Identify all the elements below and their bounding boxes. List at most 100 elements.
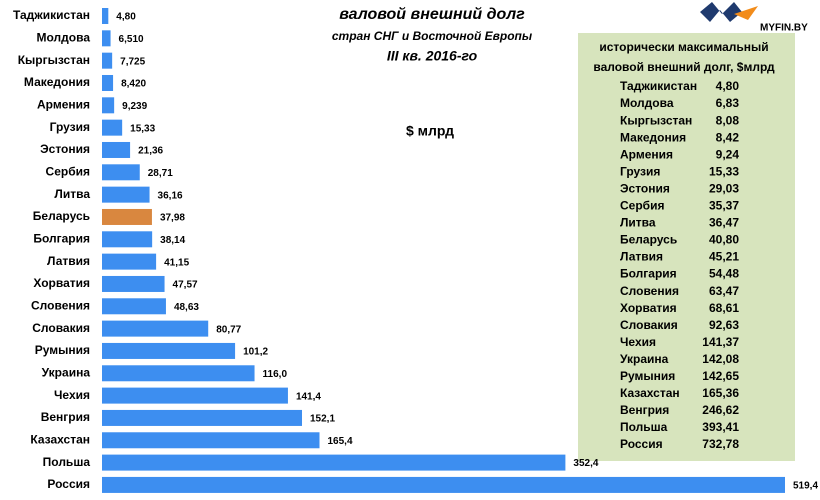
y-tick-label: Кыргызстан	[18, 53, 90, 67]
logo-text: MYFIN.BY	[760, 23, 808, 34]
chart-subtitle: стран СНГ и Восточной Европы	[332, 29, 533, 43]
table-cell: 6,83	[716, 96, 740, 110]
value-label: 116,0	[263, 369, 288, 380]
bar	[102, 275, 165, 292]
table-cell: 165,36	[702, 386, 739, 400]
table-cell: 732,78	[702, 437, 739, 451]
table-cell: 9,24	[716, 147, 740, 161]
y-tick-label: Беларусь	[33, 209, 90, 223]
table-header: валовой внешний долг, $млрд	[593, 60, 775, 74]
y-tick-label: Сербия	[46, 164, 90, 178]
y-tick-label: Словения	[31, 298, 90, 312]
y-tick-label: Украина	[42, 365, 91, 379]
y-tick-label: Румыния	[35, 343, 90, 357]
value-label: 101,2	[243, 347, 268, 358]
table-cell: Россия	[620, 437, 663, 451]
bar	[102, 298, 166, 315]
table-cell: Литва	[620, 216, 656, 230]
bar	[102, 342, 236, 359]
logo-mark	[700, 2, 742, 22]
bar	[102, 208, 152, 225]
y-tick-label: Казахстан	[30, 432, 90, 446]
bar	[102, 30, 111, 47]
unit-label: $ млрд	[406, 123, 454, 139]
y-tick-label: Таджикистан	[13, 8, 90, 22]
table-cell: 36,47	[709, 216, 739, 230]
bar	[102, 119, 123, 136]
bar	[102, 164, 140, 181]
table-cell: Кыргызстан	[620, 113, 692, 127]
table-cell: 92,63	[709, 318, 739, 332]
y-tick-label: Македония	[24, 75, 90, 89]
bar	[102, 253, 157, 270]
bar	[102, 74, 114, 91]
bar	[102, 320, 209, 337]
table-cell: Сербия	[620, 199, 664, 213]
bar	[102, 454, 566, 471]
table-cell: Латвия	[620, 250, 663, 264]
value-label: 165,4	[327, 436, 352, 447]
table-cell: 393,41	[702, 420, 739, 434]
table-cell: 142,65	[702, 369, 739, 383]
value-label: 6,510	[119, 34, 144, 45]
table-cell: 8,08	[716, 113, 740, 127]
chart-title: валовой внешний долг	[339, 6, 525, 23]
value-label: 8,420	[121, 79, 146, 90]
table-cell: 68,61	[709, 301, 739, 315]
table-cell: Словения	[620, 284, 679, 298]
value-label: 48,63	[174, 302, 199, 313]
value-label: 141,4	[296, 391, 321, 402]
table-cell: Эстония	[620, 181, 670, 195]
y-tick-label: Эстония	[40, 142, 90, 156]
value-label: 36,16	[158, 190, 183, 201]
y-tick-label: Латвия	[47, 254, 90, 268]
bar	[102, 476, 785, 493]
y-tick-label: Литва	[54, 187, 90, 201]
table-cell: 142,08	[702, 352, 739, 366]
table-cell: 45,21	[709, 250, 739, 264]
table-cell: Беларусь	[620, 233, 677, 247]
bar	[102, 141, 131, 158]
y-tick-label: Чехия	[54, 388, 90, 402]
bar	[102, 409, 303, 426]
value-label: 9,239	[122, 101, 147, 112]
table-cell: Чехия	[620, 335, 656, 349]
y-tick-label: Армения	[37, 97, 90, 111]
table-cell: 4,80	[716, 79, 740, 93]
table-cell: 63,47	[709, 284, 739, 298]
chart-subtitle: III кв. 2016-го	[387, 48, 478, 64]
bar	[102, 52, 113, 69]
table-cell: 246,62	[702, 403, 739, 417]
table-cell: Македония	[620, 130, 686, 144]
table-cell: Словакия	[620, 318, 678, 332]
bar	[102, 8, 109, 24]
table-cell: Хорватия	[620, 301, 677, 315]
y-tick-label: Венгрия	[41, 410, 90, 424]
value-label: 80,77	[216, 324, 241, 335]
logo: MYFIN.BY	[700, 2, 808, 34]
table-cell: 54,48	[709, 267, 739, 281]
table-cell: Таджикистан	[620, 79, 697, 93]
y-tick-label: Россия	[47, 477, 90, 491]
y-tick-label: Молдова	[37, 31, 91, 45]
bar	[102, 432, 320, 449]
value-label: 41,15	[164, 257, 189, 268]
value-label: 15,33	[130, 123, 155, 134]
table-cell: Болгария	[620, 267, 677, 281]
value-label: 4,80	[116, 12, 136, 23]
value-label: 519,4	[793, 481, 818, 492]
y-tick-label: Словакия	[32, 321, 90, 335]
value-label: 21,36	[138, 146, 163, 157]
table-cell: Венгрия	[620, 403, 669, 417]
table-cell: Польша	[620, 420, 668, 434]
table-box	[578, 33, 795, 461]
table-cell: 29,03	[709, 181, 739, 195]
value-label: 7,725	[120, 56, 145, 67]
bar	[102, 365, 255, 382]
y-tick-label: Грузия	[50, 120, 90, 134]
bar	[102, 97, 115, 114]
table-cell: Румыния	[620, 369, 675, 383]
table-cell: Украина	[620, 352, 669, 366]
bar	[102, 231, 153, 248]
